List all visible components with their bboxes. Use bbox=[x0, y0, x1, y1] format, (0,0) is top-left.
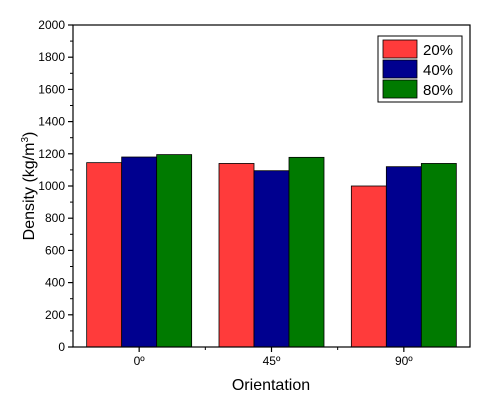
x-axis-ticks: 0º 45º 90º bbox=[134, 347, 413, 368]
y-tick-label: 1800 bbox=[38, 50, 65, 64]
y-tick-label: 600 bbox=[45, 243, 65, 257]
legend-swatch-20pct bbox=[382, 39, 418, 59]
legend-label-80pct: 80% bbox=[423, 82, 453, 99]
bar-80pct-1 bbox=[288, 156, 325, 348]
x-tick-label: 45º bbox=[263, 354, 281, 368]
y-tick-label: 1000 bbox=[38, 179, 65, 193]
bar-20pct-1 bbox=[218, 163, 255, 348]
y-tick-label: 400 bbox=[45, 276, 65, 290]
y-axis-title: Density (kg/m3) bbox=[20, 132, 38, 241]
y-tick-label: 800 bbox=[45, 211, 65, 225]
bar-20pct-2 bbox=[350, 185, 387, 348]
bar-40pct-2 bbox=[385, 166, 422, 348]
bar-40pct-0 bbox=[121, 156, 158, 348]
y-axis-title-superscript: 3 bbox=[20, 137, 31, 143]
x-tick-label: 90º bbox=[395, 354, 413, 368]
legend-swatch-80pct bbox=[382, 79, 418, 99]
legend-swatch-40pct bbox=[382, 59, 418, 79]
legend-label-40pct: 40% bbox=[423, 62, 453, 79]
plot-frame bbox=[72, 24, 471, 348]
y-tick-label: 1600 bbox=[38, 82, 65, 96]
bar-layer bbox=[86, 154, 457, 348]
y-tick-label: 1400 bbox=[38, 115, 65, 129]
x-axis-title: Orientation bbox=[232, 377, 310, 394]
legend: 20% 40% 80% bbox=[377, 35, 463, 103]
bar-80pct-0 bbox=[156, 154, 193, 348]
legend-label-20pct: 20% bbox=[423, 42, 453, 59]
bar-20pct-0 bbox=[86, 162, 123, 348]
y-tick-label: 0 bbox=[58, 340, 65, 354]
x-tick-label: 0º bbox=[134, 354, 146, 368]
y-tick-label: 1200 bbox=[38, 147, 65, 161]
bar-80pct-2 bbox=[420, 163, 457, 348]
y-tick-label: 2000 bbox=[38, 18, 65, 32]
bar-40pct-1 bbox=[253, 170, 290, 348]
y-axis-title-main: Density (kg/m bbox=[21, 143, 38, 241]
y-tick-label: 200 bbox=[45, 308, 65, 322]
y-axis-ticks: 0 200 400 600 800 1000 1200 1400 1600 1800 2000 bbox=[38, 18, 73, 354]
y-axis-title-tail: ) bbox=[21, 132, 38, 137]
